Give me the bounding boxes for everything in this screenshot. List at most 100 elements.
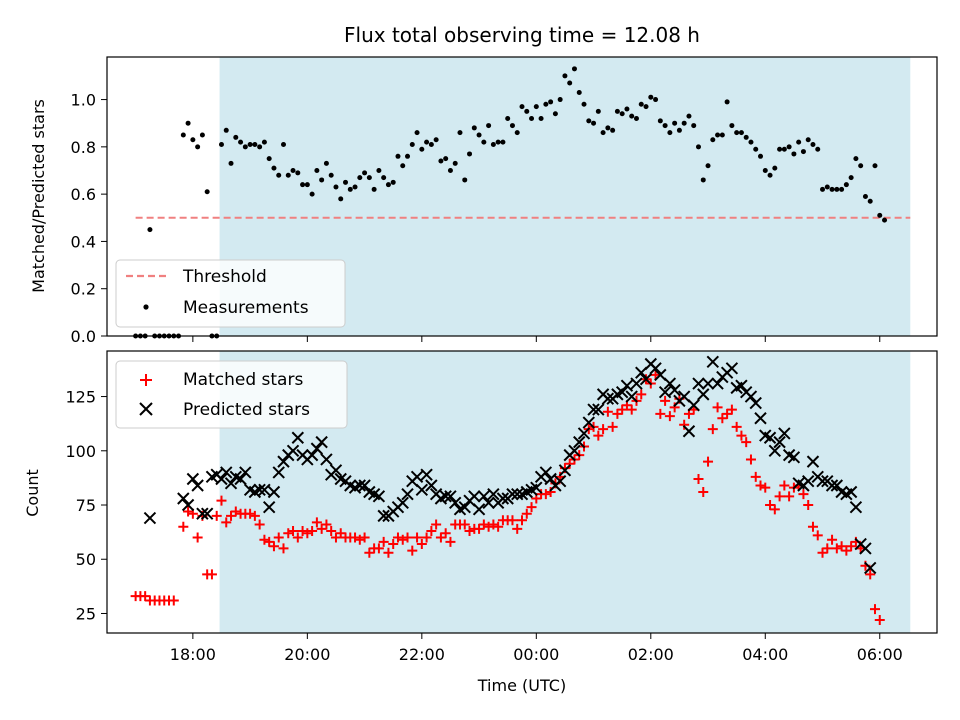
measurement-point xyxy=(829,186,835,192)
legend-predicted-swatch xyxy=(139,402,153,416)
matched-star-point xyxy=(249,510,260,521)
measurement-point xyxy=(467,151,473,157)
matched-star-point xyxy=(183,506,194,517)
measurement-point xyxy=(786,144,792,150)
predicted-star-point xyxy=(482,496,495,510)
measurement-point xyxy=(591,120,597,126)
top-y-tick-label: 0.4 xyxy=(71,232,96,251)
matched-star-point xyxy=(407,545,418,556)
matched-star-point xyxy=(474,523,485,534)
measurement-point xyxy=(409,141,415,147)
x-tick-label: 20:00 xyxy=(284,645,330,664)
predicted-star-point xyxy=(692,377,705,390)
matched-star-point xyxy=(435,532,446,543)
predicted-star-point xyxy=(220,466,233,479)
predicted-star-point xyxy=(539,466,553,479)
predicted-star-point xyxy=(496,492,510,505)
measurement-point xyxy=(314,167,320,173)
matched-star-point xyxy=(383,547,394,558)
matched-star-point xyxy=(869,604,880,615)
predicted-star-point xyxy=(511,487,524,501)
matched-star-point xyxy=(726,404,737,415)
matched-star-point xyxy=(626,404,637,415)
measurement-point xyxy=(519,104,525,110)
bottom-y-tick-label: 125 xyxy=(65,388,96,407)
measurement-point xyxy=(261,139,267,145)
measurement-point xyxy=(285,172,291,178)
matched-star-point xyxy=(602,406,613,417)
measurement-point xyxy=(180,132,186,138)
measurement-point xyxy=(815,146,821,152)
matched-star-point xyxy=(268,541,279,552)
top-legend-box xyxy=(115,259,346,328)
matched-star-point xyxy=(526,502,537,513)
matched-star-point xyxy=(564,458,575,469)
matched-star-point xyxy=(712,402,723,413)
predicted-star-point xyxy=(396,496,409,510)
top-y-axis: 0.0 0.2 0.4 0.6 0.8 1.0 xyxy=(71,91,107,346)
measurement-point xyxy=(657,118,663,124)
predicted-star-point xyxy=(649,362,662,375)
predicted-star-point xyxy=(663,377,677,390)
predicted-star-point xyxy=(262,500,276,514)
measurement-point xyxy=(400,163,406,169)
matched-star-point xyxy=(750,471,761,482)
predicted-star-point xyxy=(744,390,758,403)
measurement-point xyxy=(290,167,296,173)
measurement-point xyxy=(323,160,329,166)
measurement-point xyxy=(753,146,759,152)
measurement-point xyxy=(238,139,244,145)
measurement-point xyxy=(557,97,563,103)
measurement-point xyxy=(247,141,253,147)
measurement-point xyxy=(390,179,396,185)
matched-star-point xyxy=(292,532,303,543)
predicted-star-point xyxy=(864,561,877,575)
matched-star-point xyxy=(598,424,609,435)
matched-star-point xyxy=(206,569,217,580)
matched-star-point xyxy=(259,534,270,545)
measurement-point xyxy=(758,153,764,159)
matched-star-point xyxy=(211,510,222,521)
matched-star-point xyxy=(507,515,518,526)
predicted-star-point xyxy=(553,474,567,488)
measurement-point xyxy=(843,182,849,188)
legend-measurements-label: Measurements xyxy=(183,298,309,318)
matched-star-point xyxy=(679,419,690,430)
predicted-star-point xyxy=(449,496,462,510)
measurement-point xyxy=(395,153,401,159)
matched-star-point xyxy=(412,532,423,543)
predicted-star-point xyxy=(291,431,305,444)
measurement-point xyxy=(524,108,530,114)
measurement-point xyxy=(218,141,224,147)
measurement-point xyxy=(715,132,721,138)
matched-star-point xyxy=(278,543,289,554)
predicted-star-point xyxy=(439,490,452,503)
measurement-point xyxy=(748,139,754,145)
predicted-star-point xyxy=(844,485,858,499)
matched-star-point xyxy=(350,532,361,543)
matched-star-point xyxy=(774,491,785,502)
bottom-y-tick-label: 25 xyxy=(76,604,96,623)
measurement-point xyxy=(605,125,611,131)
measurement-point xyxy=(343,179,349,185)
measurement-point xyxy=(610,127,616,133)
measurement-point xyxy=(204,189,210,195)
measurement-point xyxy=(533,104,539,110)
predicted-star-point xyxy=(458,500,471,514)
matched-star-point xyxy=(765,500,776,511)
measurement-point xyxy=(710,137,716,143)
predicted-star-point xyxy=(806,455,820,468)
measurement-point xyxy=(734,130,740,136)
measurement-point xyxy=(571,66,577,72)
measurement-point xyxy=(676,127,682,133)
matched-star-point xyxy=(478,519,489,530)
measurement-point xyxy=(877,212,883,218)
measurement-point xyxy=(700,177,706,183)
bottom-y-axis-label: Count xyxy=(23,469,42,517)
measurement-point xyxy=(738,130,744,136)
predicted-star-point xyxy=(410,470,424,484)
measurement-point xyxy=(405,153,411,159)
predicted-star-point xyxy=(191,479,204,492)
measurement-point xyxy=(266,156,272,162)
measurement-point xyxy=(567,80,573,86)
